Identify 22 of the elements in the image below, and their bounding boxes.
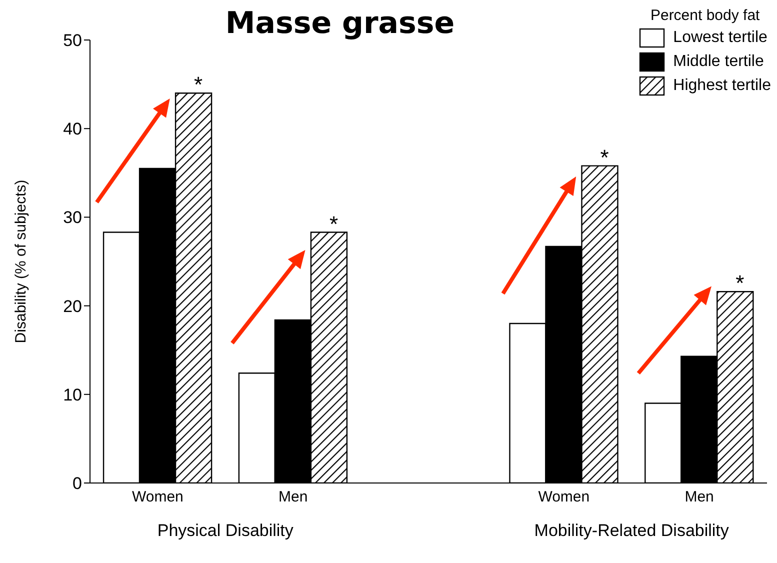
annotation: * [600,144,610,170]
text: Physical Disability [156,521,294,541]
x-tick-label: Men [684,488,714,506]
chart-title: Masse grasse [224,6,456,41]
annotation: * [329,211,338,236]
y-tick-label: 20 [63,296,82,316]
legend-label: Middle tertile [673,53,764,71]
y-axis-title: Disability (% of subjects) [12,180,30,344]
legend-title: Percent body fat [649,7,761,24]
annotation: * [194,72,204,98]
y-tick-label: 50 [63,31,82,50]
annotation: * [736,270,745,296]
x-tick-label: Women [538,488,590,506]
y-tick-label: 10 [63,385,82,404]
y-tick-label: 30 [63,208,82,228]
x-tick-label: Men [278,488,308,506]
y-tick-label: 40 [63,120,82,139]
x-tick-label: Women [132,488,184,506]
legend-label: Highest tertile [673,77,771,95]
legend-label: Lowest tertile [673,29,768,47]
y-tick-label: 0 [72,474,82,494]
text: Mobility-Related Disability [533,521,730,541]
